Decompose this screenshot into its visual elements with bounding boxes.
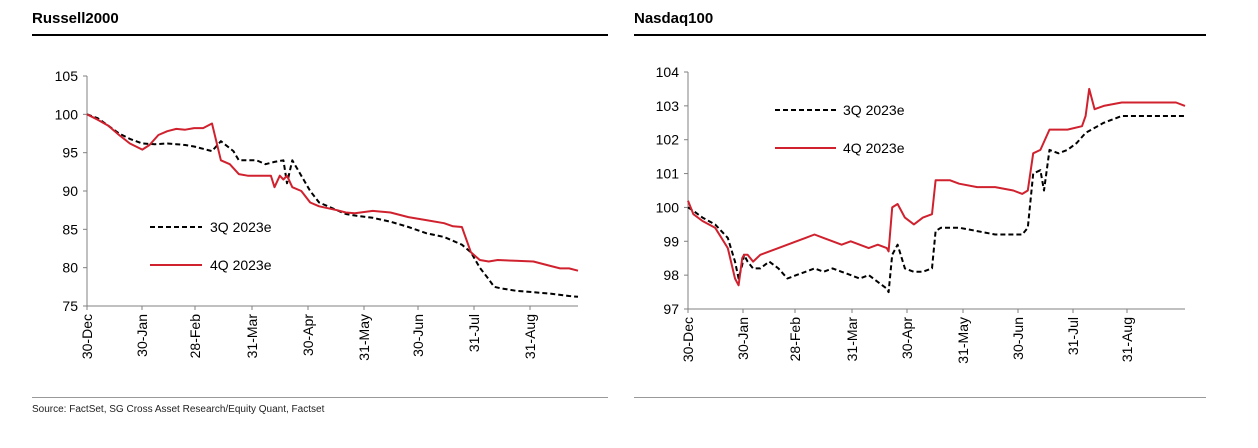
chart-title-russell2000: Russell2000 [32,10,119,27]
nasdaq-y-tick-label: 104 [656,64,680,80]
nasdaq-x-tick-label: 30-Dec [680,317,696,362]
russell-legend-label-4q: 4Q 2023e [210,257,272,273]
source-rule-left [32,397,608,398]
russell-x-tick-label: 31-May [356,314,372,361]
russell-y-tick-label: 75 [62,298,78,314]
nasdaq-x-tick-label: 31-Mar [844,317,860,362]
source-rule-right [634,397,1206,398]
chart-title-nasdaq100: Nasdaq100 [634,10,714,27]
nasdaq-y-tick-label: 99 [663,233,679,249]
russell-y-tick-label: 90 [62,183,78,199]
russell-legend-label-3q: 3Q 2023e [210,219,272,235]
russell-x-tick-label: 28-Feb [187,314,203,359]
nasdaq-y-tick-label: 103 [656,98,680,114]
russell-y-tick-label: 105 [55,68,79,84]
russell-x-tick-label: 31-Mar [244,314,260,359]
russell-series-4q-line [86,113,579,272]
nasdaq-y-tick-label: 97 [663,301,679,317]
russell-y-tick-label: 100 [55,106,79,122]
nasdaq-series-3q-line [687,115,1185,294]
nasdaq-x-tick-label: 30-Jan [735,317,751,360]
russell-x-tick-label: 31-Aug [522,314,538,359]
nasdaq-y-tick-label: 102 [656,132,680,148]
nasdaq-series-4q-line [687,87,1186,287]
nasdaq-x-tick-label: 30-Jun [1010,317,1026,360]
nasdaq-legend-label-3q: 3Q 2023e [843,102,905,118]
russell-y-tick-label: 85 [62,221,78,237]
nasdaq-x-tick-label: 31-May [955,317,971,364]
nasdaq-x-tick-label: 31-Jul [1065,317,1081,355]
title-rule-right [634,34,1206,36]
russell-x-tick-label: 30-Jan [134,314,150,357]
nasdaq-x-tick-label: 30-Apr [899,317,915,359]
russell-x-tick-label: 30-Dec [79,314,95,359]
nasdaq-y-tick-label: 100 [656,199,680,215]
russell-x-tick-label: 30-Apr [300,314,316,356]
nasdaq-x-tick-label: 31-Aug [1119,317,1135,362]
nasdaq-y-tick-label: 101 [656,166,680,182]
title-rule-left [32,34,608,36]
nasdaq-legend-label-4q: 4Q 2023e [843,140,905,156]
nasdaq-y-tick-label: 98 [663,267,679,283]
russell-x-tick-label: 31-Jul [466,314,482,352]
nasdaq-x-tick-label: 28-Feb [787,317,803,362]
russell-series-3q-line [86,113,579,298]
russell-y-tick-label: 95 [62,145,78,161]
russell-y-tick-label: 80 [62,260,78,276]
russell-x-tick-label: 30-Jun [410,314,426,357]
source-note: Source: FactSet, SG Cross Asset Research… [32,404,325,415]
